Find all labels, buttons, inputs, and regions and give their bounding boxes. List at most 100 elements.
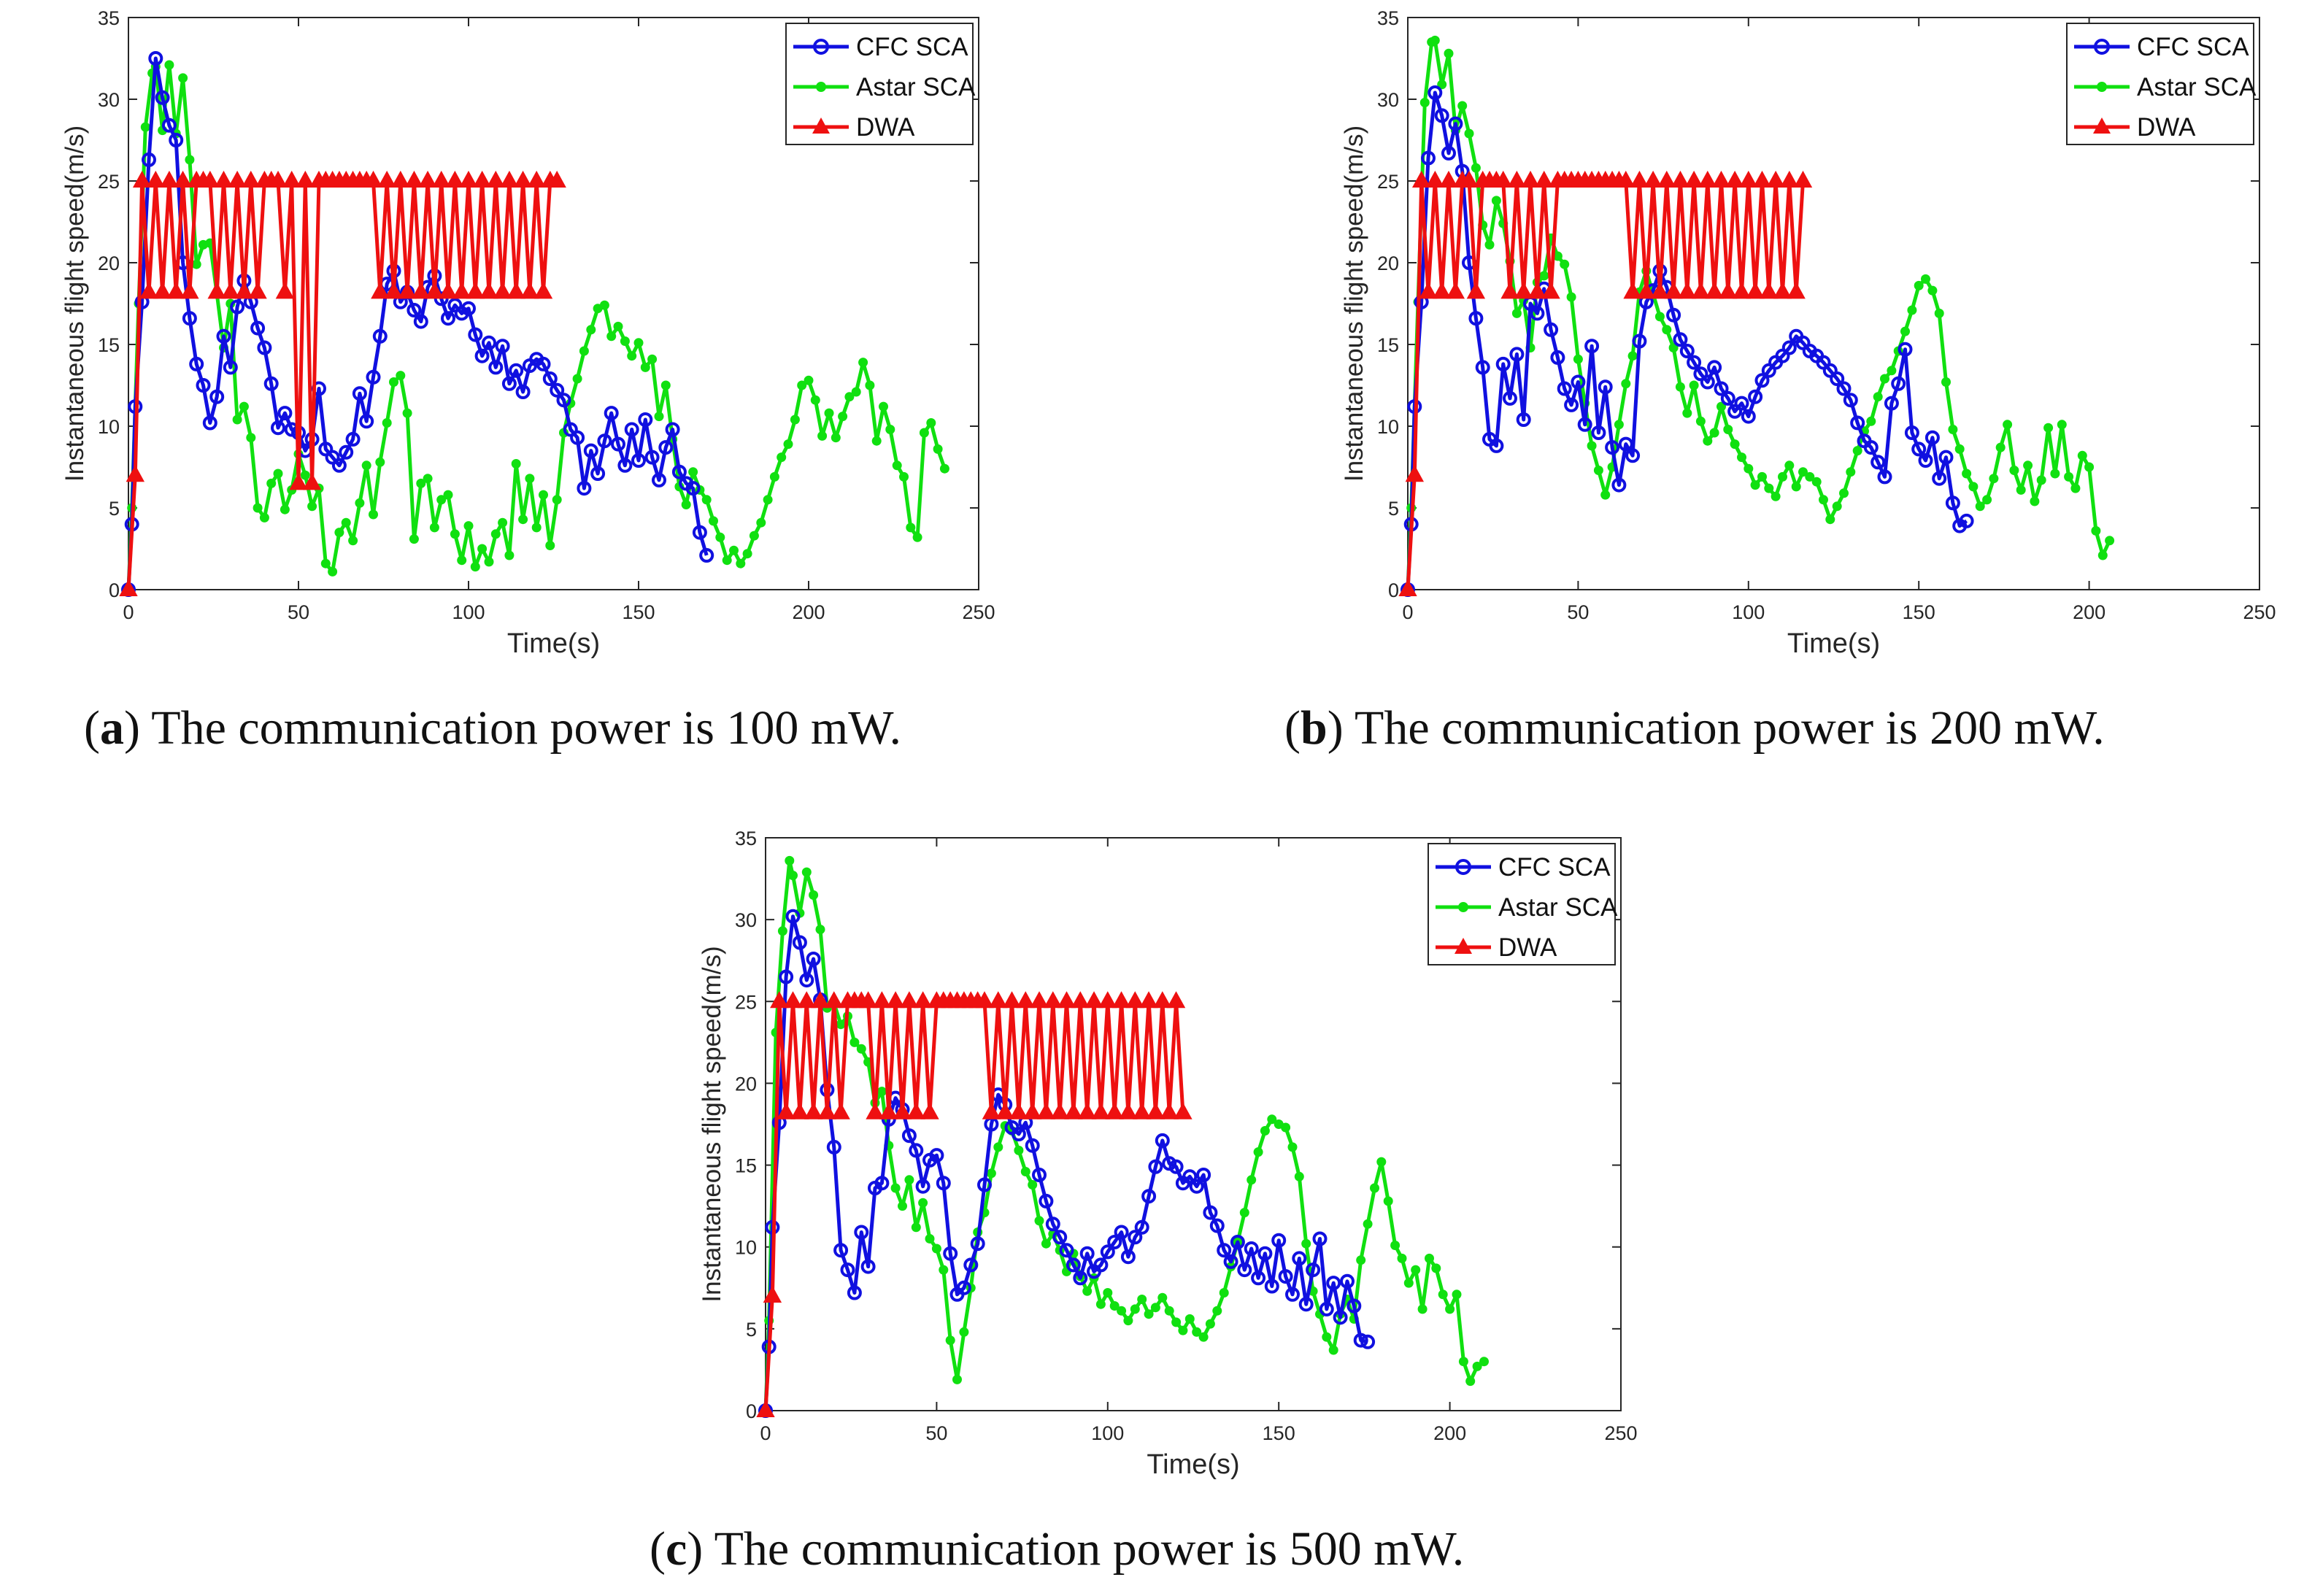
data-point (579, 346, 589, 356)
data-point (2091, 525, 2101, 536)
data-point (742, 549, 752, 559)
data-point (1666, 307, 1681, 323)
data-point (660, 380, 671, 390)
data-point (246, 433, 256, 443)
caption-a: (a) The communication power is 100 mW. (84, 701, 901, 755)
data-point (644, 450, 660, 465)
data-point (597, 433, 612, 449)
data-point (1117, 1306, 1127, 1316)
y-tick-label: 15 (735, 1155, 757, 1177)
data-point (1711, 170, 1731, 188)
data-point (488, 360, 504, 375)
data-point (1168, 1159, 1184, 1174)
data-point (1739, 170, 1758, 188)
data-point (429, 523, 439, 533)
data-point (369, 509, 378, 520)
data-point (1398, 579, 1417, 596)
data-point (804, 1102, 823, 1119)
data-point (1778, 471, 1787, 482)
data-point (339, 444, 354, 460)
data-point (1430, 35, 1440, 45)
data-point (366, 369, 381, 385)
data-point (899, 471, 909, 482)
legend-marker (1455, 859, 1471, 875)
data-point (701, 495, 712, 505)
data-point (1239, 1208, 1249, 1218)
data-point (1737, 452, 1746, 463)
data-point (709, 516, 718, 526)
x-tick-label: 250 (2243, 601, 2276, 623)
data-point (1771, 491, 1781, 501)
data-point (1598, 379, 1613, 395)
data-point (620, 336, 630, 346)
data-point (2057, 420, 2067, 430)
data-point (1746, 282, 1765, 299)
data-point (1425, 1253, 1434, 1263)
data-point (148, 51, 163, 66)
data-point (1103, 1288, 1113, 1298)
data-point (1466, 282, 1486, 299)
data-point (1071, 991, 1090, 1009)
data-point (1918, 453, 1933, 468)
x-tick-label: 100 (1091, 1422, 1124, 1444)
data-point (570, 430, 585, 445)
legend-marker (816, 82, 826, 92)
y-tick-label: 25 (1377, 171, 1399, 193)
data-point (1781, 340, 1797, 355)
data-point (273, 469, 283, 479)
data-point (1495, 356, 1511, 371)
data-point (1028, 1180, 1038, 1190)
data-point (1253, 1147, 1263, 1157)
data-point (913, 991, 933, 1009)
data-point (1306, 1262, 1321, 1278)
data-point (1095, 1299, 1106, 1309)
data-point (169, 133, 184, 147)
data-point (1182, 1169, 1198, 1184)
data-point (257, 340, 272, 355)
data-point (860, 1259, 876, 1274)
y-tick-label: 25 (98, 171, 120, 193)
data-point (692, 525, 707, 540)
legend: CFC SCA Astar SCA DWA (2066, 23, 2257, 145)
data-point (269, 170, 288, 188)
data-point (1271, 1233, 1287, 1248)
data-point (1632, 334, 1647, 349)
data-point (1552, 251, 1563, 261)
data-point (617, 458, 633, 473)
data-point (2064, 471, 2074, 482)
data-point (418, 170, 437, 188)
data-point (1819, 495, 1828, 505)
data-point (826, 1139, 841, 1154)
data-point (1752, 170, 1772, 188)
data-point (1148, 1159, 1163, 1174)
data-point (1444, 48, 1454, 58)
data-point (1363, 1219, 1373, 1229)
data-point (1428, 85, 1443, 100)
data-point (1539, 271, 1549, 281)
data-point (1223, 1254, 1238, 1269)
y-tick-label: 5 (1388, 498, 1399, 520)
data-point (1479, 1357, 1489, 1367)
data-point (504, 550, 515, 560)
data-point (1405, 465, 1425, 482)
data-point (1192, 1327, 1202, 1337)
data-point (1257, 1246, 1273, 1261)
data-point (545, 541, 555, 550)
data-point (1431, 1263, 1441, 1273)
series-dwa (1398, 170, 1813, 596)
legend: CFC SCA Astar SCA DWA (1428, 843, 1618, 965)
data-point (1100, 1244, 1115, 1260)
data-point (909, 1143, 924, 1158)
data-point (201, 170, 220, 188)
data-point (1009, 1102, 1028, 1119)
data-point (1057, 991, 1076, 1009)
data-point (348, 536, 358, 546)
data-point (363, 170, 383, 188)
data-point (375, 457, 385, 467)
data-point (1839, 488, 1849, 498)
data-point (242, 170, 261, 188)
data-point (1475, 360, 1490, 375)
data-point (982, 1102, 1001, 1119)
data-point (906, 523, 916, 533)
